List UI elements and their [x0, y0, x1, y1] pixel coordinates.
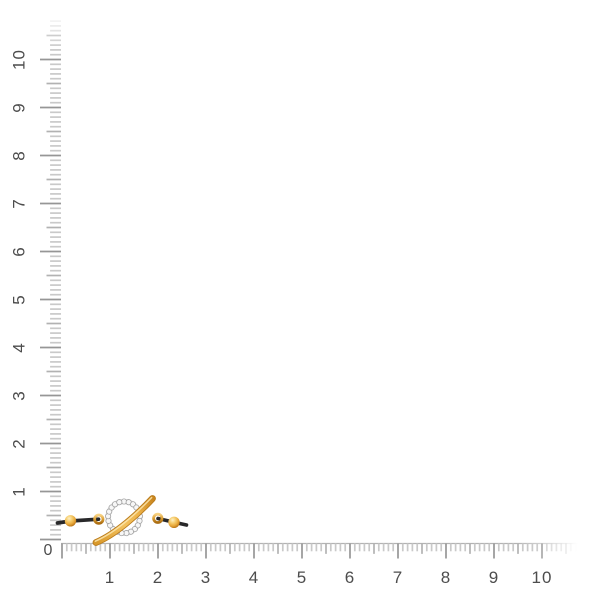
horizontal-ruler: 1 2 3 4 5 6 7 8 9 10	[61, 542, 578, 587]
vertical-ruler-number: 4	[10, 342, 29, 352]
vertical-ruler-labels: 1 2 3 4 5 6 7 8 9 10	[10, 49, 29, 497]
charm-gold-band	[93, 496, 155, 545]
bracelet-cord-left	[55, 517, 101, 525]
charm-pave-stones	[105, 498, 143, 537]
horizontal-ruler-number: 4	[249, 568, 259, 587]
connector-ring-right	[152, 512, 164, 524]
pave-stone	[116, 499, 123, 506]
vertical-ruler-number: 1	[10, 486, 29, 496]
vertical-ruler-number: 7	[10, 198, 29, 208]
origin-zero-label: 0	[44, 542, 53, 559]
vertical-ruler-number: 2	[10, 438, 29, 448]
horizontal-ruler-number: 8	[441, 568, 451, 587]
vertical-ruler-number: 9	[10, 102, 29, 112]
horizontal-ruler-labels: 1 2 3 4 5 6 7 8 9 10	[105, 568, 553, 587]
vertical-ruler-ticks	[40, 20, 61, 541]
vertical-ruler-number: 3	[10, 390, 29, 400]
horizontal-ruler-number: 6	[345, 568, 355, 587]
vertical-ruler: 1 2 3 4 5 6 7 8 9 10	[10, 20, 61, 541]
gold-bead-right	[168, 516, 180, 528]
bracelet-image	[55, 495, 189, 546]
horizontal-ruler-number: 2	[153, 568, 163, 587]
horizontal-ruler-number: 10	[532, 568, 553, 587]
vertical-ruler-number: 8	[10, 150, 29, 160]
gold-bead-left	[64, 515, 77, 527]
horizontal-ruler-number: 9	[489, 568, 499, 587]
horizontal-ruler-number: 1	[105, 568, 115, 587]
vertical-ruler-number: 5	[10, 294, 29, 304]
horizontal-ruler-number: 3	[201, 568, 211, 587]
horizontal-ruler-ticks	[61, 543, 572, 559]
vertical-ruler-number: 6	[10, 246, 29, 256]
connector-ring-left	[93, 513, 105, 525]
charm-gold-band-highlight	[94, 496, 153, 542]
vertical-ruler-number: 10	[10, 49, 29, 70]
horizontal-ruler-number: 7	[393, 568, 403, 587]
horizontal-ruler-number: 5	[297, 568, 307, 587]
